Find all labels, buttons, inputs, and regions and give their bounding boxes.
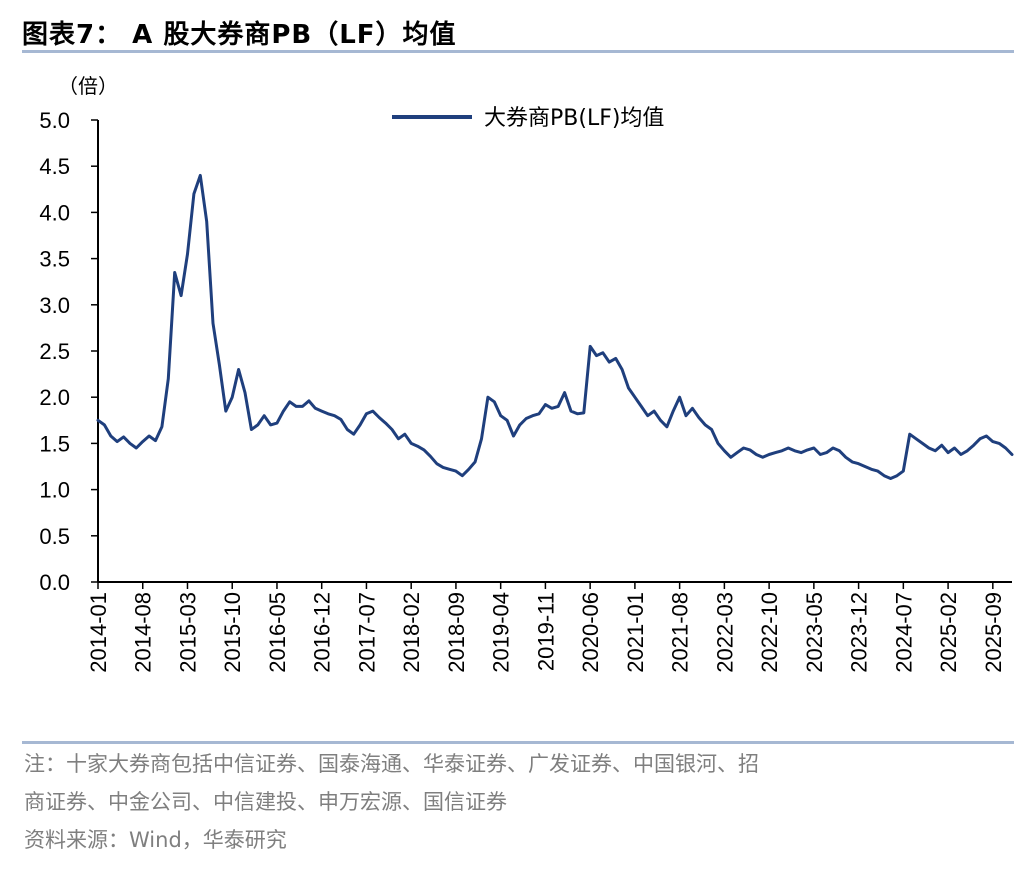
y-tick-label: 3.0 [39, 293, 70, 318]
x-axis: 2014-01 2014-08 2015-03 2015-10 2016-05 2016-… [86, 581, 1012, 673]
line-chart: （倍） 0.0 0.5 1.0 1.5 2.0 2.5 3.0 3.5 4.0 4.5 5.0 201… [39, 74, 1014, 673]
x-tick-label: 2016-05 [265, 592, 290, 673]
y-tick-label: 4.5 [39, 154, 70, 179]
x-tick-label: 2025-09 [981, 592, 1006, 673]
figure-title: 图表7： A 股大券商PB（LF）均值 [22, 20, 457, 50]
y-tick-label: 4.0 [39, 200, 70, 225]
footer-rule [22, 741, 1014, 744]
x-tick-label: 2020-06 [578, 592, 603, 673]
y-tick-label: 0.0 [39, 570, 70, 595]
legend: 大券商PB(LF)均值 [392, 106, 664, 131]
x-tick-label: 2021-01 [623, 592, 648, 673]
x-tick-label: 2024-07 [891, 592, 916, 673]
y-unit-label: （倍） [58, 74, 118, 98]
x-tick-label: 2019-04 [489, 592, 514, 673]
note-line-1: 注：十家大券商包括中信证券、国泰海通、华泰证券、广发证券、中国银河、招 [24, 752, 759, 776]
x-tick-label: 2017-07 [354, 592, 379, 673]
x-tick-label: 2018-02 [399, 592, 424, 673]
x-tick-label: 2015-03 [175, 592, 200, 673]
note-line-2: 商证券、中金公司、中信建投、申万宏源、国信证券 [24, 790, 507, 814]
series [96, 173, 1014, 480]
y-tick-label: 1.5 [39, 431, 70, 456]
x-tick-label: 2014-08 [131, 592, 156, 673]
y-tick-label: 5.0 [39, 108, 70, 133]
x-tick-label: 2025-02 [936, 592, 961, 673]
y-tick-label: 1.0 [39, 478, 70, 503]
x-tick-label: 2022-10 [757, 592, 782, 673]
x-tick-label: 2015-10 [220, 592, 245, 673]
y-axis: （倍） 0.0 0.5 1.0 1.5 2.0 2.5 3.0 3.5 4.0 4.5 5.0 [39, 74, 118, 595]
source-line: 资料来源：Wind，华泰研究 [24, 828, 287, 852]
legend-label: 大券商PB(LF)均值 [484, 106, 664, 131]
x-tick-label: 2022-03 [712, 592, 737, 673]
y-tick-label: 0.5 [39, 524, 70, 549]
x-tick-label: 2018-09 [444, 592, 469, 673]
x-tick-label: 2014-01 [86, 592, 111, 673]
x-tick-label: 2016-12 [310, 592, 335, 673]
x-tick-label: 2021-08 [668, 592, 693, 673]
x-tick-label: 2019-11 [533, 592, 558, 671]
y-tick-label: 2.0 [39, 385, 70, 410]
title-rule [22, 50, 1014, 53]
series-line [96, 173, 1014, 480]
y-tick-label: 3.5 [39, 247, 70, 272]
y-tick-label: 2.5 [39, 339, 70, 364]
x-tick-label: 2023-12 [847, 592, 872, 673]
x-tick-label: 2023-05 [802, 592, 827, 673]
